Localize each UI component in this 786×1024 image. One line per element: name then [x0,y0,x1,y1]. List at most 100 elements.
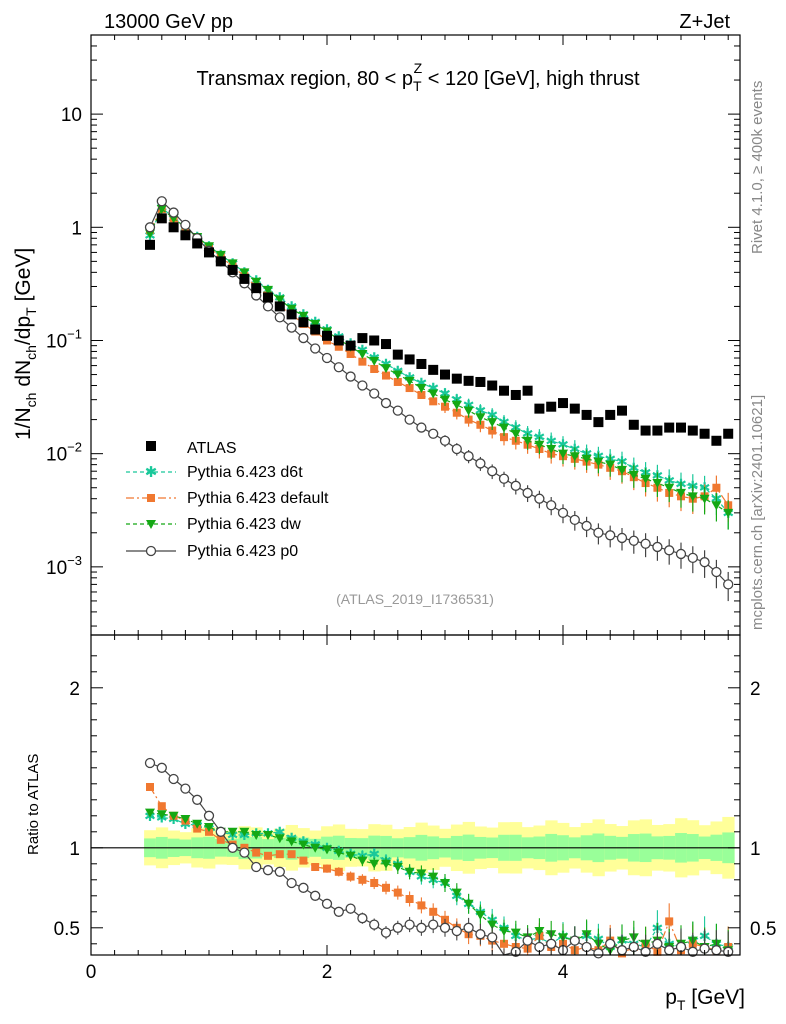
series-atlas [145,213,734,446]
data-point-dw [428,389,439,399]
data-point-default [665,917,674,926]
data-point-default [157,802,166,811]
data-point-p0 [569,935,580,946]
y-tick-base: 10 [46,558,67,579]
data-point-dw [463,899,474,909]
data-point-default [382,371,390,380]
data-point-dw [546,444,557,454]
data-point-dw [322,845,332,855]
data-point-default [476,420,485,429]
data-point-p0 [203,810,215,821]
data-point-p0 [404,414,415,425]
data-point-atlas [428,364,439,375]
data-point-p0 [286,322,297,333]
data-point-p0 [321,352,333,364]
data-point-default [464,415,473,424]
data-point-atlas [345,340,356,351]
data-point-dw [180,815,191,824]
x-tick-label: 4 [558,962,569,983]
data-point-p0 [192,794,203,805]
data-point-p0 [522,935,533,946]
data-point-p0 [593,948,604,959]
legend-entry-default: Pythia 6.423 default [126,490,329,507]
data-point-atlas [628,419,639,430]
data-point-p0 [274,866,285,877]
ratio-series-p0 [144,757,734,959]
data-point-p0 [369,388,380,399]
ratio-y-tick-label-right: 2 [750,679,761,700]
data-point-atlas [617,405,627,416]
legend-marker-default [147,494,155,502]
data-point-dw [534,927,545,936]
data-point-default [346,872,355,881]
data-point-dw [392,370,403,380]
data-point-atlas [357,333,368,344]
data-point-dw [475,413,486,423]
data-point-p0 [168,773,179,785]
data-point-p0 [262,865,274,876]
data-point-dw [239,268,250,278]
legend-entry-atlas: ATLAS [146,440,237,457]
data-point-p0 [156,762,167,773]
series-p0 [144,196,734,602]
data-point-dw [286,837,297,847]
data-point-dw [333,848,344,858]
data-point-dw [534,440,545,450]
data-point-dw [569,452,580,462]
data-point-atlas [593,417,604,428]
data-point-dw [487,920,498,930]
data-point-p0 [699,557,710,568]
data-point-p0 [687,946,698,957]
data-point-p0 [274,312,285,323]
data-point-atlas [310,324,321,335]
data-point-dw [204,823,214,832]
data-point-dw [416,384,427,394]
data-point-p0 [546,500,557,511]
data-point-dw [369,356,380,366]
ratio-y-tick-label-left: 1 [69,839,80,860]
data-point-p0 [227,842,238,853]
legend-entry-d6t: ✱ Pythia 6.423 d6t [126,464,303,481]
data-point-p0 [640,946,651,957]
data-point-dw [510,928,521,938]
data-point-dw [298,840,309,850]
data-point-dw [227,259,238,269]
legend-marker-atlas [146,441,156,451]
data-point-p0 [251,861,262,873]
legend: ATLAS ✱ Pythia 6.423 d6t Pythia 6.423 de… [126,440,329,560]
data-point-default [358,875,367,884]
data-point-p0 [345,903,356,914]
data-point-dw [475,911,486,920]
data-point-p0 [546,938,557,949]
data-point-p0 [640,538,651,549]
data-point-default [370,364,379,373]
ratio-panel: ✱✱✱✱✱✱✱✱✱✱✱✱✱✱✱✱✱✱✱✱✱✱✱✱✱✱✱✱✱✱✱✱✱✱✱✱✱✱✱✱… [54,634,776,983]
data-point-default [275,850,284,859]
data-point-p0 [711,945,722,956]
data-point-dw [239,827,250,837]
data-point-dw [487,418,498,428]
data-point-dw [298,311,309,321]
data-point-default [216,835,225,844]
data-point-p0 [652,541,663,553]
data-point-atlas [263,292,273,303]
data-point-dw [156,810,167,820]
data-point-p0 [605,530,616,541]
data-point-dw [416,869,427,879]
data-point-atlas [192,238,203,249]
y-tick-label: 10−1 [46,326,82,352]
data-point-atlas [227,264,238,275]
data-point-p0 [144,757,156,769]
data-point-p0 [357,380,368,391]
data-point-p0 [345,371,356,382]
data-point-p0 [333,906,344,917]
data-point-p0 [392,405,403,416]
y-tick-label: 10−2 [46,440,82,466]
data-point-p0 [439,922,451,933]
data-point-dw [345,851,356,861]
data-point-p0 [321,898,333,909]
data-point-atlas [487,380,498,391]
data-point-default [334,342,343,351]
data-point-dw [605,460,616,470]
data-point-p0 [605,938,616,949]
